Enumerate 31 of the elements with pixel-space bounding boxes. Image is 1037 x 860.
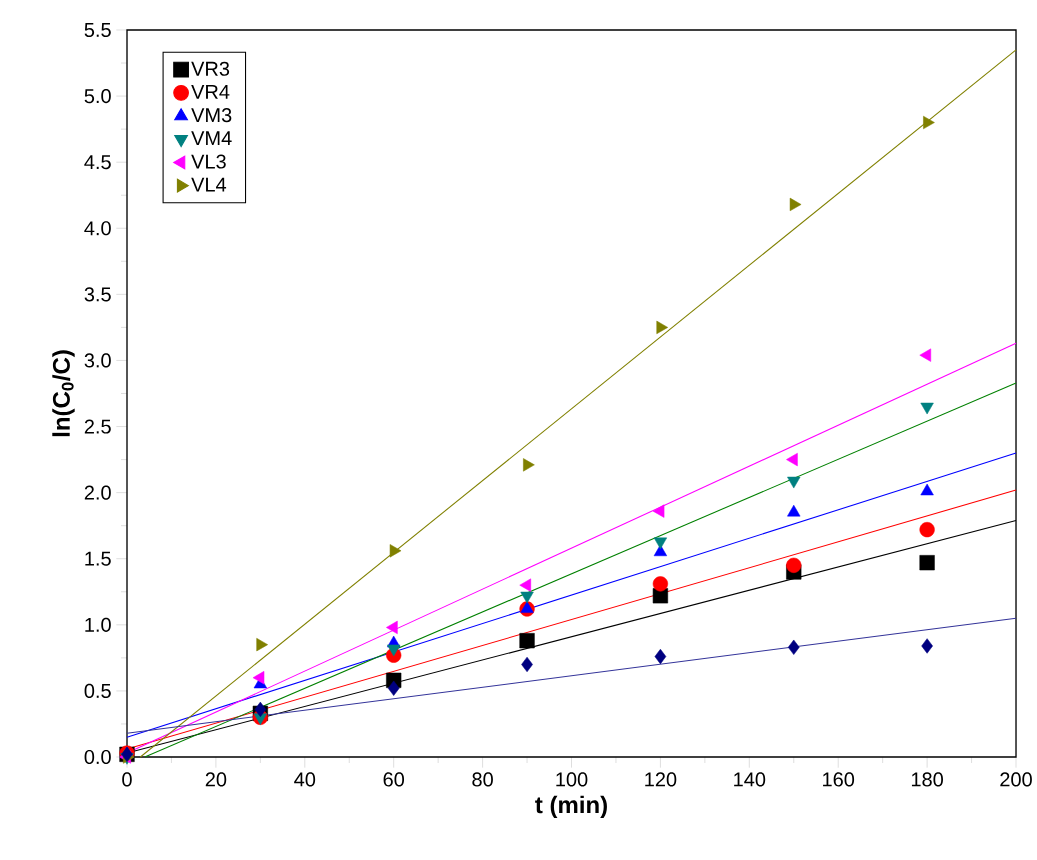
legend-label: VL4 [191,177,227,192]
x-tick-label: 100 [556,772,588,787]
x-axis-title: t (min) [535,795,607,819]
legend-label: VM4 [191,131,232,146]
x-tick-label: 140 [734,772,766,787]
y-tick-label: 1.5 [85,551,111,566]
x-tick-label: 20 [205,772,227,787]
y-tick-label: 0.0 [84,749,111,765]
y-tick-label: 3.5 [84,287,111,302]
y-tick-label: 2.5 [84,419,111,434]
y-tick-label: 5.5 [84,23,111,37]
y-tick-label: 3.0 [84,353,111,368]
x-tick-label: 40 [294,772,316,787]
x-tick-label: 160 [823,772,855,787]
legend-label: VR4 [191,84,230,99]
y-tick-label: 0.5 [84,683,111,698]
x-tick-label: 120 [645,772,677,787]
y-tick-label: 2.0 [84,485,111,500]
x-tick-label: 0 [122,772,132,787]
y-tick-label: 5.0 [84,89,111,104]
legend-label: VM3 [191,108,232,123]
y-tick-label: 1.0 [85,617,111,632]
legend-label: VR3 [191,61,230,76]
x-tick-label: 60 [383,772,405,787]
legend-label: VL3 [191,154,226,169]
y-tick-label: 4.5 [84,155,111,170]
y-axis-title: ln(C$_{0}$/C) [52,350,75,437]
x-tick-label: 80 [472,772,493,787]
y-tick-label: 4.0 [84,221,111,236]
x-tick-label: 180 [911,772,943,787]
x-tick-label: 200 [1000,772,1032,787]
